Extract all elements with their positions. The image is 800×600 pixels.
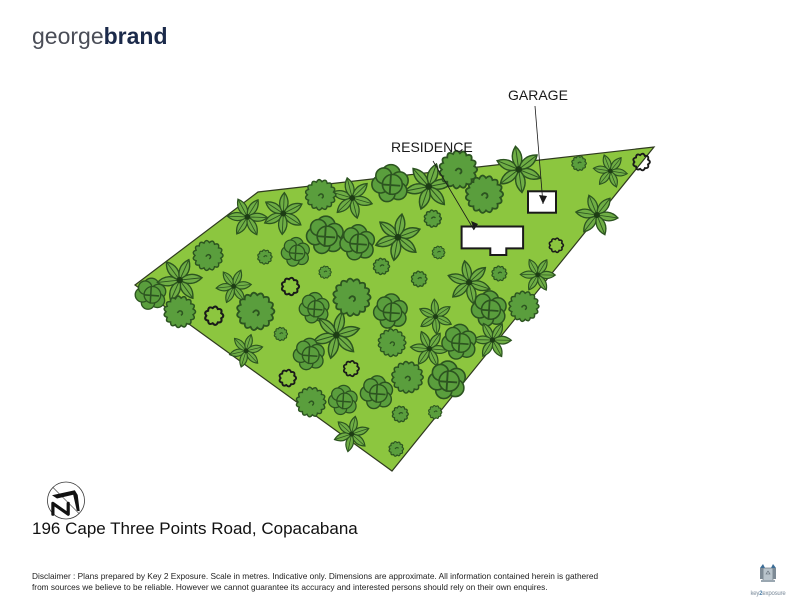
svg-text:GARAGE: GARAGE [508, 87, 568, 103]
svg-text:RESIDENCE: RESIDENCE [391, 139, 473, 155]
